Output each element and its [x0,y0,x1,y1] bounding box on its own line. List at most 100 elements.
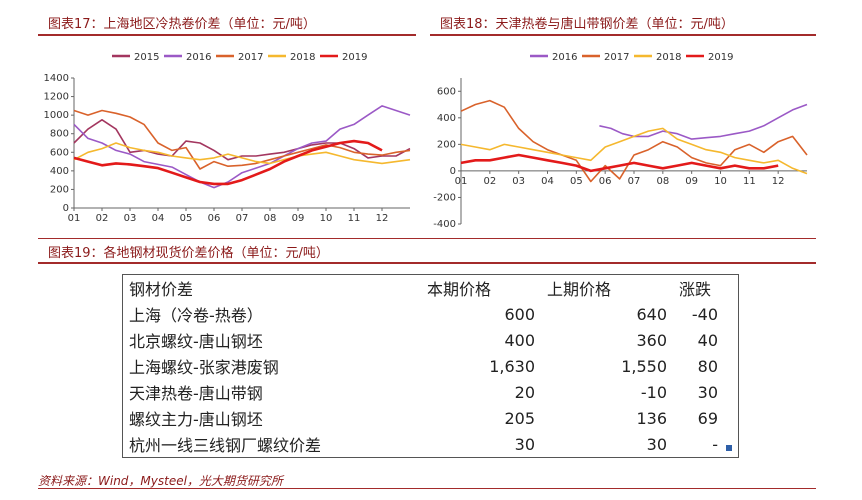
x-tick-label: 10 [714,176,727,187]
cell-previous-price: 360 [636,330,667,350]
y-tick-label: 200 [50,184,69,195]
y-tick-label: -400 [433,219,456,230]
legend-label-2018: 2018 [656,52,681,63]
x-tick-label: 07 [628,176,641,187]
x-tick-label: 01 [455,176,468,187]
series-line-2017 [73,109,411,170]
col-header-spread: 钢材价差 [129,280,194,299]
x-tick-label: 05 [570,176,583,187]
series-line-2016 [73,105,411,189]
legend-label-2019: 2019 [708,52,733,63]
y-tick-label: 0 [63,203,69,214]
cell-previous-price: -10 [640,382,667,402]
chart-18-tianjin-tangshan-spread: 600 400 200 0 -200 -400 01 02 03 04 05 06 07 08 09 10 11… [433,52,808,230]
x-tick-label: 08 [656,176,669,187]
y-tick-label: 0 [450,166,456,177]
cell-current-price: 1,630 [489,356,535,376]
x-tick-label: 03 [124,213,137,224]
cell-previous-price: 30 [646,434,667,454]
series-line-2018 [460,127,808,175]
price-spread-table: 钢材价差 本期价格 上期价格 涨跌 上海（冷卷-热卷） 600 640 -40 北京螺纹… [122,274,739,458]
table-row: 上海（冷卷-热卷） 600 640 -40 [123,301,739,327]
cell-previous-price: 1,550 [621,356,667,376]
x-tick-label: 03 [512,176,525,187]
legend-label-2015: 2015 [134,52,159,63]
legend-label-2016: 2016 [552,52,577,63]
table-row: 螺纹主力-唐山钢坯 205 136 69 [123,405,739,431]
x-tick-label: 07 [236,213,249,224]
cell-current-price: 205 [504,408,535,428]
cell-change: 40 [697,330,718,350]
y-tick-label: 200 [437,139,456,150]
cell-current-price: 400 [504,330,535,350]
chart-17-cold-hot-spread: 1400 1200 1000 800 600 400 200 001 02 03 04 05 06 07 0… [44,52,411,224]
legend-label-2018: 2018 [290,52,315,63]
series-line-2019 [460,153,779,173]
figure-19-rule [38,262,816,264]
x-tick-label: 05 [180,213,193,224]
x-tick-label: 09 [292,213,305,224]
y-tick-label: 1000 [44,110,69,121]
y-tick-label: -200 [433,192,456,203]
cell-current-price: 20 [514,382,535,402]
x-tick-label: 06 [208,213,221,224]
y-tick-label: 1400 [44,73,69,84]
cell-current-price: 600 [504,304,535,324]
col-header-current: 本期价格 [426,280,491,299]
x-tick-label: 11 [348,213,361,224]
col-header-previous: 上期价格 [547,280,612,299]
x-tick-label: 04 [152,213,165,224]
legend-label-2017: 2017 [238,52,263,63]
col-header-change: 涨跌 [679,280,712,299]
x-tick-label: 02 [96,213,109,224]
table-row: 北京螺纹-唐山钢坯 400 360 40 [123,327,739,353]
legend-label-2017: 2017 [604,52,629,63]
x-tick-label: 01 [68,213,81,224]
x-tick-label: 06 [599,176,612,187]
cell-spread-name: 北京螺纹-唐山钢坯 [129,332,263,351]
table-row: 上海螺纹-张家港废钢 1,630 1,550 80 [123,353,739,379]
x-tick-label: 02 [483,176,496,187]
legend-label-2019: 2019 [342,52,367,63]
x-tick-label: 11 [743,176,756,187]
x-tick-label: 10 [320,213,333,224]
cell-spread-name: 天津热卷-唐山带钢 [129,384,263,403]
cell-spread-name: 螺纹主力-唐山钢坯 [129,410,263,429]
series-line-2015 [73,119,411,161]
table-row: 天津热卷-唐山带钢 20 -10 30 [123,379,739,405]
x-tick-label: 04 [541,176,554,187]
figure-19-rule-top [38,238,816,239]
x-tick-label: 12 [772,176,785,187]
cell-change: - [712,434,718,454]
cell-current-price: 30 [514,434,535,454]
cell-spread-name: 杭州一线三线钢厂螺纹价差 [129,436,322,455]
cell-change: -40 [691,304,718,324]
cell-previous-price: 136 [636,408,667,428]
source-note: 资料来源：Wind，Mysteel，光大期货研究所 [38,474,283,488]
cell-change: 69 [697,408,718,428]
y-tick-label: 800 [50,129,69,140]
series-line-2016 [599,103,808,140]
series-line-2017 [460,99,808,183]
x-tick-label: 09 [685,176,698,187]
figure-17-title: 图表17：上海地区冷热卷价差（单位：元/吨） [48,17,316,32]
table-header-row: 钢材价差 本期价格 上期价格 涨跌 [123,275,739,302]
y-tick-label: 400 [50,166,69,177]
cell-spread-name: 上海（冷卷-热卷） [129,306,263,325]
table-row: 杭州一线三线钢厂螺纹价差 30 30 - [123,431,739,458]
y-tick-label: 400 [437,113,456,124]
series-line-2018 [73,142,411,165]
cell-previous-price: 640 [636,304,667,324]
y-tick-label: 600 [50,147,69,158]
y-tick-label: 600 [437,86,456,97]
y-tick-label: 1200 [44,92,69,103]
figure-18-title: 图表18：天津热卷与唐山带钢价差（单位：元/吨） [440,17,734,32]
footer-rule [38,488,816,489]
cell-spread-name: 上海螺纹-张家港废钢 [129,358,279,377]
cell-change: 80 [697,356,718,376]
cell-change: 30 [697,382,718,402]
series-line-2019 [73,139,383,186]
x-tick-label: 12 [376,213,389,224]
x-tick-label: 08 [264,213,277,224]
figure-18-rule [430,34,816,36]
